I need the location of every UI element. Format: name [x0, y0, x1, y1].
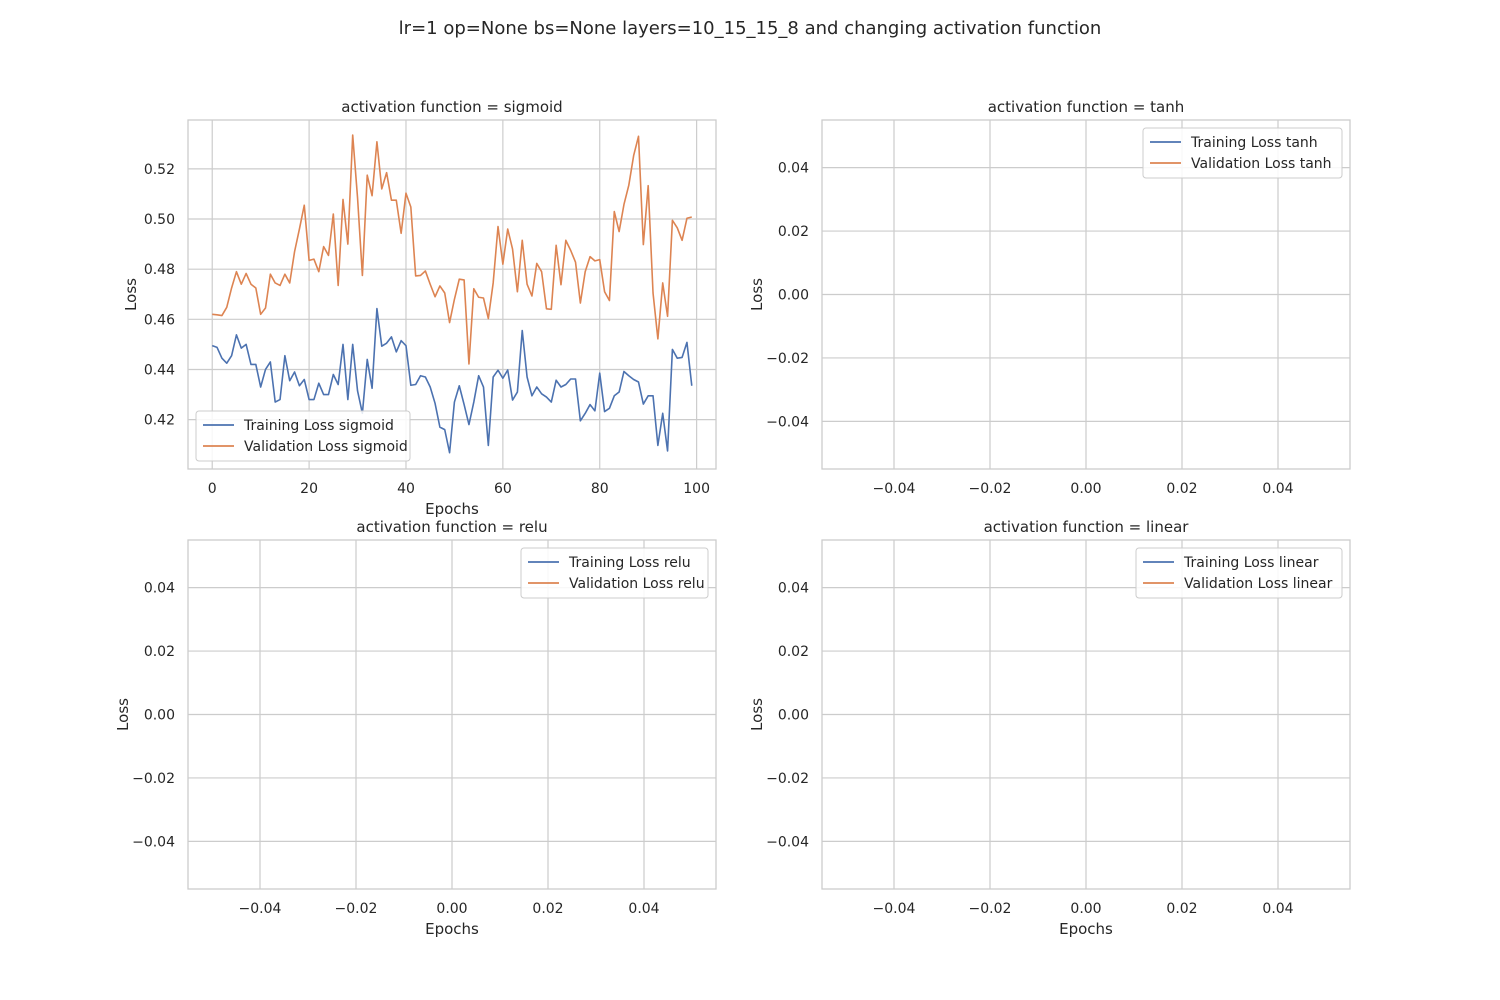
legend-label-1: Training Loss linear [1183, 555, 1319, 571]
y-tick-label: −0.02 [766, 771, 809, 787]
legend-label-1: Training Loss tanh [1190, 135, 1318, 151]
y-tick-label: −0.02 [132, 771, 175, 787]
x-tick-label: 0.02 [532, 901, 563, 917]
y-tick-label: 0.02 [144, 644, 175, 660]
legend-box [1135, 547, 1343, 599]
x-tick-label: 60 [494, 481, 512, 497]
y-tick-label: −0.04 [766, 834, 809, 850]
axes-frame [821, 119, 1351, 470]
series-line-1 [211, 307, 693, 454]
x-tick-label: −0.02 [335, 901, 378, 917]
y-axis-label: Loss [122, 278, 140, 311]
x-tick-label: 20 [300, 481, 318, 497]
x-tick-label: 0.00 [436, 901, 467, 917]
subplot-3: −0.04 −0.02 0.00 0.02 0.04 −0.04 −0.02 0.00 0.02… [114, 518, 717, 938]
x-tick-label: −0.02 [969, 901, 1012, 917]
y-tick-label: −0.04 [766, 414, 809, 430]
grid [188, 120, 716, 469]
legend-label-2: Validation Loss relu [569, 576, 705, 592]
legend-label-1: Training Loss relu [568, 555, 691, 571]
figure-suptitle: lr=1 op=None bs=None layers=10_15_15_8 a… [399, 18, 1102, 39]
grid [188, 540, 716, 889]
x-tick-label: −0.02 [969, 481, 1012, 497]
y-tick-label: 0.00 [778, 288, 809, 304]
legend: Training Loss relu Validation Loss relu [520, 547, 709, 599]
series-line-2 [212, 134, 692, 365]
x-tick-label: 0.02 [1166, 481, 1197, 497]
x-tick-label: 0.00 [1070, 481, 1101, 497]
x-tick-label: −0.04 [239, 901, 282, 917]
legend-label-2: Validation Loss sigmoid [244, 439, 408, 455]
legend-label-2: Validation Loss tanh [1191, 156, 1332, 172]
x-tick-label: 0.04 [1262, 481, 1293, 497]
y-tick-label: 0.46 [144, 312, 175, 328]
y-tick-label: −0.02 [766, 351, 809, 367]
x-tick-label: 0.04 [1262, 901, 1293, 917]
x-tick-label: 0.04 [628, 901, 659, 917]
legend-label-2: Validation Loss linear [1184, 576, 1333, 592]
legend-box [520, 547, 709, 599]
y-tick-label: 0.02 [778, 224, 809, 240]
subplot-grid: 0 20 40 60 80 100 0.42 0.44 0.46 0.48 0.50 0.52 acti… [114, 98, 1351, 938]
x-axis-label: Epochs [425, 920, 479, 938]
x-tick-label: 40 [397, 481, 415, 497]
y-tick-label: 0.48 [144, 262, 175, 278]
legend: Training Loss linear Validation Loss line… [1135, 547, 1343, 599]
y-tick-label: 0.50 [144, 212, 175, 228]
legend: Training Loss sigmoid Validation Loss sig… [195, 410, 411, 462]
x-axis-label: Epochs [425, 500, 479, 518]
x-axis-label: Epochs [1059, 920, 1113, 938]
axes-frame [187, 119, 717, 470]
axes-frame [187, 539, 717, 890]
x-tick-label: −0.04 [873, 901, 916, 917]
x-tick-label: 80 [591, 481, 609, 497]
x-tick-label: 0 [208, 481, 217, 497]
subplot-1: 0 20 40 60 80 100 0.42 0.44 0.46 0.48 0.50 0.52 acti… [122, 98, 717, 518]
legend: Training Loss tanh Validation Loss tanh [1142, 127, 1343, 179]
y-tick-label: 0.52 [144, 162, 175, 178]
y-tick-label: 0.04 [778, 161, 809, 177]
x-tick-label: −0.04 [873, 481, 916, 497]
y-tick-label: 0.02 [778, 644, 809, 660]
x-tick-label: 0.00 [1070, 901, 1101, 917]
x-tick-label: 100 [683, 481, 710, 497]
subplot-title: activation function = sigmoid [341, 98, 562, 116]
subplot-title: activation function = relu [356, 518, 547, 536]
legend-box [195, 410, 411, 462]
y-tick-label: −0.04 [132, 834, 175, 850]
legend-box [1142, 127, 1343, 179]
y-axis-label: Loss [748, 698, 766, 731]
subplot-2: −0.04 −0.02 0.00 0.02 0.04 −0.04 −0.02 0.00 0.02… [748, 98, 1351, 497]
y-tick-label: 0.00 [144, 708, 175, 724]
x-tick-label: 0.02 [1166, 901, 1197, 917]
legend-label-1: Training Loss sigmoid [243, 418, 394, 434]
y-tick-label: 0.04 [144, 581, 175, 597]
subplot-title: activation function = tanh [988, 98, 1185, 116]
y-tick-label: 0.04 [778, 581, 809, 597]
y-tick-label: 0.44 [144, 362, 175, 378]
y-tick-label: 0.42 [144, 413, 175, 429]
subplot-4: −0.04 −0.02 0.00 0.02 0.04 −0.04 −0.02 0.00 0.02… [748, 518, 1351, 938]
y-axis-label: Loss [114, 698, 132, 731]
y-axis-label: Loss [748, 278, 766, 311]
axes-frame [821, 539, 1351, 890]
subplot-title: activation function = linear [984, 518, 1190, 536]
y-tick-label: 0.00 [778, 708, 809, 724]
